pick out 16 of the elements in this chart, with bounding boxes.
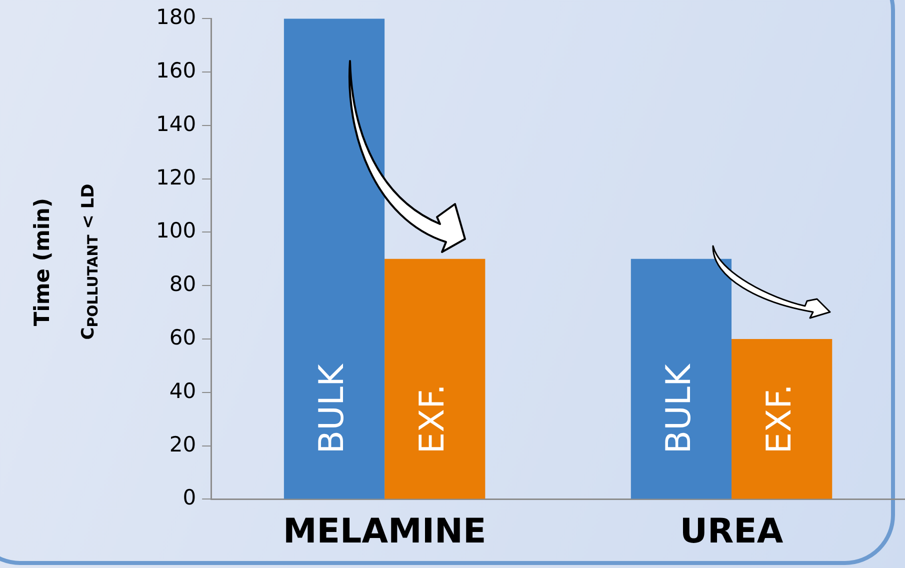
y-tick-label: 0	[182, 486, 196, 510]
y-tick-label: 60	[169, 325, 196, 350]
x-tick-label: MELAMINE	[282, 511, 486, 552]
x-tick-label: UREA	[680, 511, 784, 552]
series-label: BULK	[312, 362, 352, 454]
y-tick-label: 180	[156, 5, 196, 30]
text: BULK	[659, 364, 700, 454]
y-tick-label: 100	[156, 218, 196, 243]
series-label: EXF.	[412, 384, 453, 454]
y-tick-label: 20	[169, 432, 196, 456]
y-tick-label: 80	[169, 272, 196, 296]
y-tick-label: 140	[156, 112, 196, 136]
text: EXF.	[760, 384, 800, 454]
y-tick-label: 160	[156, 58, 196, 82]
y-tick-label: 40	[169, 378, 196, 403]
y-tick-label: 120	[156, 165, 196, 190]
